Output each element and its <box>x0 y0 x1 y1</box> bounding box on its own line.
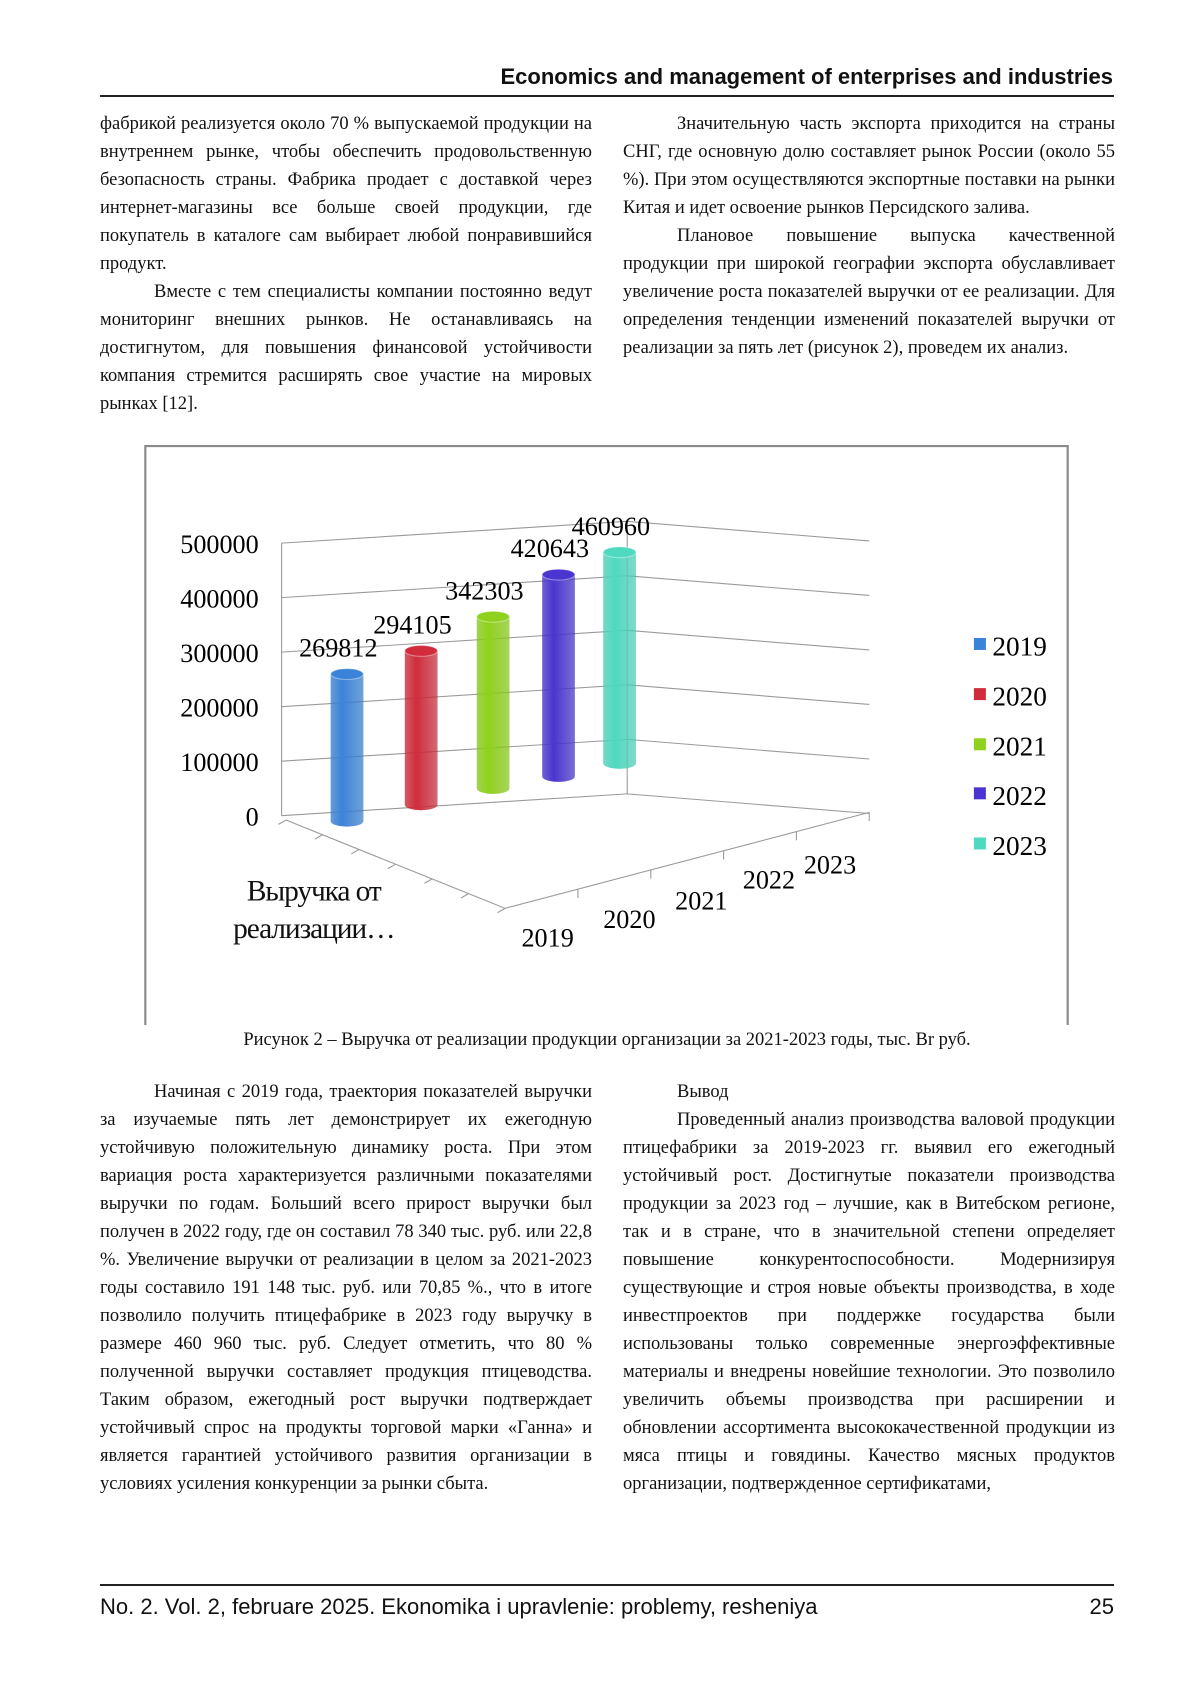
paragraph: Начиная с 2019 года, траектория показате… <box>100 1078 592 1498</box>
legend-label: 2019 <box>992 631 1047 661</box>
page-number: 25 <box>1090 1594 1114 1620</box>
legend-swatch <box>974 787 986 799</box>
cylinder <box>542 575 575 782</box>
cylinder-top <box>405 645 438 656</box>
running-header: Economics and management of enterprises … <box>501 64 1114 90</box>
grid-line <box>282 739 870 761</box>
legend-label: 2023 <box>992 831 1047 861</box>
cylinder <box>405 651 438 810</box>
legend-swatch <box>974 638 986 650</box>
y-tick-label: 100000 <box>180 748 258 777</box>
y-tick-label: 400000 <box>180 584 258 613</box>
section-heading: Вывод <box>623 1078 1115 1106</box>
floor-tick <box>424 879 432 883</box>
legend-label: 2022 <box>992 781 1047 811</box>
value-label: 342303 <box>445 576 523 605</box>
paragraph: Проведенный анализ производства валовой … <box>623 1106 1115 1498</box>
floor-tick <box>351 849 359 853</box>
paragraph: фабрикой реализуется около 70 % выпускае… <box>100 110 592 278</box>
column: фабрикой реализуется около 70 % выпускае… <box>100 110 592 418</box>
cylinder-top <box>603 547 636 558</box>
depth-tick-label: 2019 <box>521 924 573 953</box>
cylinder-top <box>542 569 575 580</box>
footer-rule <box>100 1584 1114 1586</box>
paragraph: Значительную часть экспорта приходится н… <box>623 110 1115 222</box>
legend-swatch <box>974 837 986 849</box>
cylinder <box>603 552 636 769</box>
value-label: 269812 <box>299 634 377 663</box>
floor-tick <box>315 835 323 839</box>
grid-line <box>282 794 870 816</box>
grid-line <box>282 576 870 598</box>
value-label: 460960 <box>572 512 650 541</box>
y-tick-label: 200000 <box>180 693 258 722</box>
footer-journal: No. 2. Vol. 2, februare 2025. Ekonomika … <box>100 1594 817 1620</box>
column: Вывод Проведенный анализ производства ва… <box>623 1078 1115 1498</box>
depth-tick-label: 2023 <box>804 850 856 879</box>
header-rule <box>100 95 1114 97</box>
column: Начиная с 2019 года, траектория показате… <box>100 1078 592 1498</box>
x-category-label-box: Выручка от реализации… <box>224 872 404 959</box>
floor-tick <box>497 908 505 912</box>
legend-swatch <box>974 738 986 750</box>
legend-label: 2020 <box>992 682 1047 712</box>
y-tick-label: 300000 <box>180 639 258 668</box>
cylinder <box>331 674 364 827</box>
y-tick-label: 500000 <box>180 530 258 559</box>
legend-label: 2021 <box>992 732 1047 762</box>
paragraph: Вместе с тем специалисты компании постоя… <box>100 278 592 418</box>
paragraph: Плановое повышение выпуска качественной … <box>623 222 1115 362</box>
column: Значительную часть экспорта приходится н… <box>623 110 1115 362</box>
depth-tick-label: 2022 <box>743 866 795 895</box>
cylinder-top <box>331 669 364 680</box>
figure-caption: Рисунок 2 – Выручка от реализации продук… <box>100 1030 1114 1051</box>
legend-swatch <box>974 688 986 700</box>
grid-line <box>282 685 870 707</box>
chart: 0 100000 200000 300000 400000 500000 Выручка о… <box>144 445 1069 1025</box>
value-label: 294105 <box>373 610 451 639</box>
cylinder-top <box>477 611 510 622</box>
y-tick-label: 0 <box>246 802 259 831</box>
cylinder <box>477 617 510 794</box>
floor-tick <box>278 820 286 824</box>
depth-tick-label: 2020 <box>603 905 655 934</box>
floor-tick <box>461 894 469 898</box>
x-category-label: Выручка от реализации… <box>224 872 404 946</box>
floor-tick <box>388 864 396 868</box>
depth-tick-label: 2021 <box>675 886 727 915</box>
